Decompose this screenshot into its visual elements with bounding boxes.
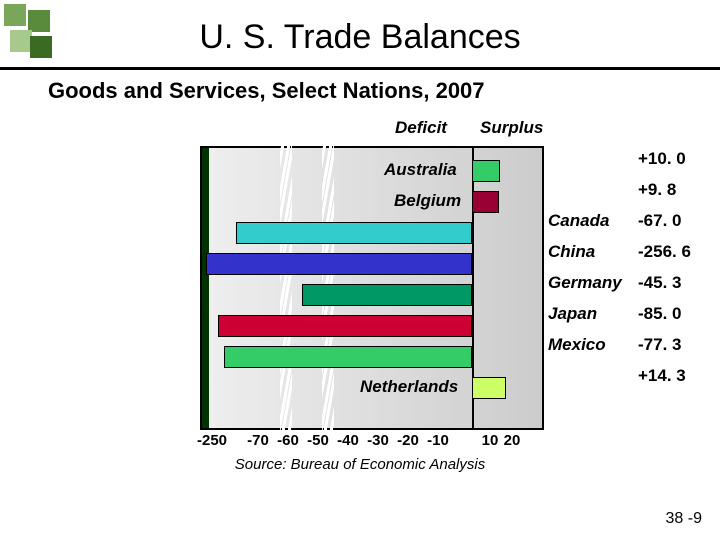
bar-netherlands: [472, 377, 506, 399]
xtick: -70: [247, 432, 269, 449]
bar-label-belgium: Belgium: [394, 191, 461, 211]
bar-japan: [218, 315, 472, 337]
plot-area: Australia Belgium Netherlands: [200, 146, 544, 430]
xtick: -40: [337, 432, 359, 449]
value-row: Japan-85. 0: [548, 303, 691, 334]
xtick: -250: [197, 432, 227, 449]
country-label: China: [548, 241, 638, 263]
bar-australia: [472, 160, 500, 182]
axis-label-surplus: Surplus: [480, 118, 543, 138]
bar-label-netherlands: Netherlands: [360, 377, 458, 397]
value-label: -77. 3: [638, 335, 681, 354]
xtick: -50: [307, 432, 329, 449]
bar-belgium: [472, 191, 499, 213]
value-row: Germany-45. 3: [548, 272, 691, 303]
value-row: Mexico-77. 3: [548, 334, 691, 365]
xtick: 10: [482, 432, 499, 449]
page-title: U. S. Trade Balances: [0, 0, 720, 57]
value-row: Canada-67. 0: [548, 210, 691, 241]
bar-germany: [302, 284, 472, 306]
xtick: 20: [504, 432, 521, 449]
country-label: Mexico: [548, 334, 638, 356]
value-label: -45. 3: [638, 273, 681, 292]
value-labels: +10. 0+9. 8Canada-67. 0China-256. 6Germa…: [548, 148, 691, 396]
bar-canada: [236, 222, 472, 244]
trade-balance-chart: Deficit Surplus Australia Belgium Netherla…: [0, 118, 720, 468]
bar-mexico: [224, 346, 472, 368]
xtick: -30: [367, 432, 389, 449]
axis-label-deficit: Deficit: [395, 118, 447, 138]
value-label: -256. 6: [638, 242, 691, 261]
country-label: Japan: [548, 303, 638, 325]
country-label: Germany: [548, 272, 638, 294]
country-label: Canada: [548, 210, 638, 232]
value-label: -85. 0: [638, 304, 681, 323]
slide-number: 38 -9: [666, 510, 702, 528]
value-row: +9. 8: [548, 179, 691, 210]
value-row: China-256. 6: [548, 241, 691, 272]
axis-break: [280, 146, 292, 430]
xtick: -20: [397, 432, 419, 449]
corner-decoration: [0, 0, 55, 90]
xtick: -60: [277, 432, 299, 449]
value-label: -67. 0: [638, 211, 681, 230]
xtick: -10: [427, 432, 449, 449]
value-row: +14. 3: [548, 365, 691, 396]
page-subtitle: Goods and Services, Select Nations, 2007: [0, 70, 720, 104]
bar-label-australia: Australia: [384, 160, 457, 180]
source-text: Source: Bureau of Economic Analysis: [0, 456, 720, 473]
bar-china: [206, 253, 472, 275]
value-row: +10. 0: [548, 148, 691, 179]
